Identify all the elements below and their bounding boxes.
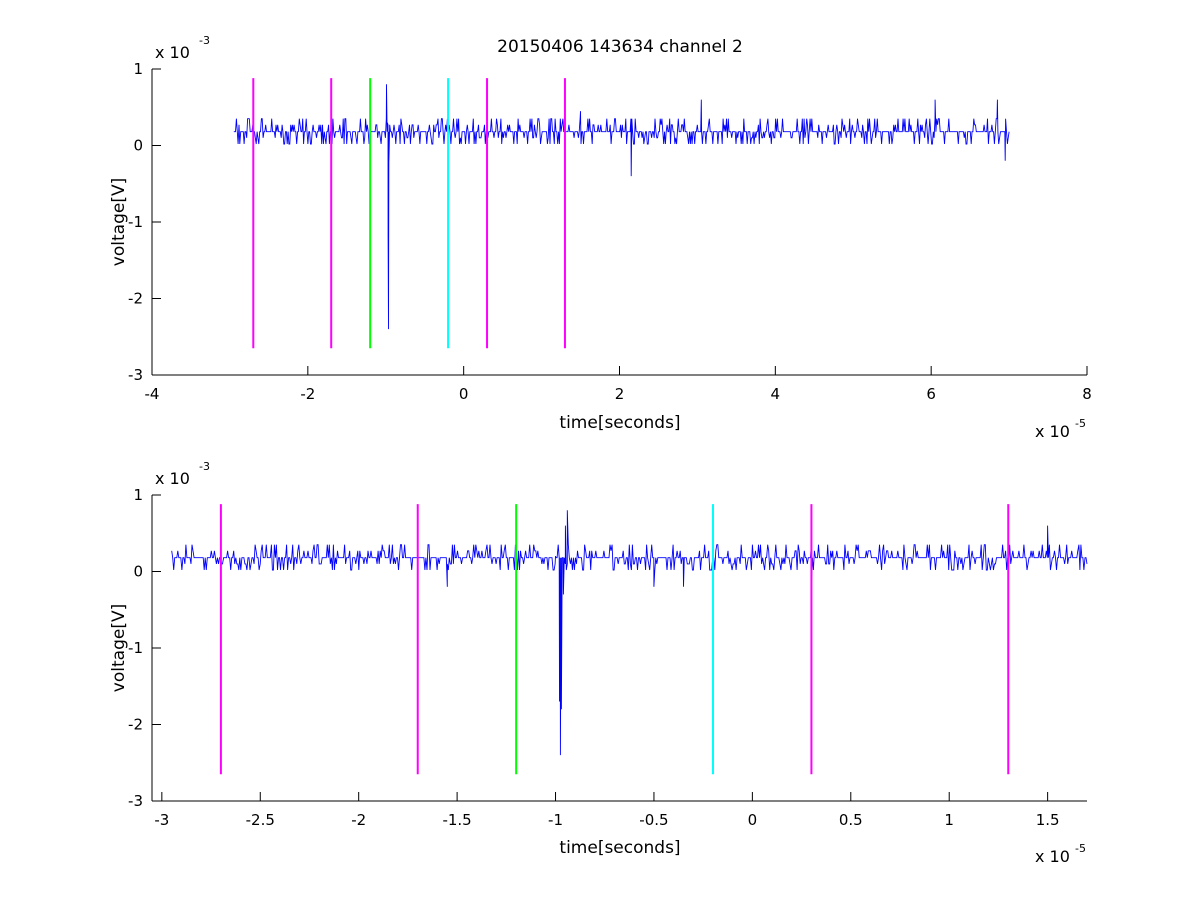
- y-scale-base: x 10: [155, 469, 190, 488]
- y-tick-label: 0: [133, 563, 143, 581]
- plot-area-top: -4 -2 0 2 4 6 8 -3 -2 -1 0 1: [128, 60, 1092, 403]
- x-tick-label: -4: [145, 385, 160, 403]
- plot-area-bottom: -3 -2.5 -2 -1.5 -1 -0.5 0 0.5 1 1.5 -3 -2 -1 0 1: [128, 486, 1088, 829]
- x-tick-label: -2: [300, 385, 315, 403]
- signal-series: [233, 84, 1010, 330]
- y-axis-label: voltage[V]: [109, 604, 129, 692]
- x-scale-base: x 10: [1035, 847, 1070, 866]
- chart-bottom: x 10 -3 -3 -2.5 -2 -1.5 -1 -0.5 0 0.5 1 1.5 -3 -2 -1…: [109, 460, 1088, 866]
- y-tick-label: 1: [133, 60, 143, 78]
- x-tick-label: 1.5: [1036, 811, 1060, 829]
- x-tick-label: 4: [771, 385, 781, 403]
- y-tick-label: -1: [128, 639, 143, 657]
- x-tick-label: 6: [926, 385, 936, 403]
- x-scale-factor: x 10 -5: [1035, 417, 1086, 441]
- y-tick-label: -2: [128, 290, 143, 308]
- x-tick-label: 2: [615, 385, 625, 403]
- x-tick-label: 0: [459, 385, 469, 403]
- x-axis-label: time[seconds]: [559, 413, 680, 433]
- x-tick-label: -0.5: [639, 811, 668, 829]
- x-tick-label: 0: [748, 811, 758, 829]
- y-scale-factor: x 10 -3: [155, 460, 210, 488]
- x-scale-exponent: -5: [1075, 417, 1086, 430]
- x-tick-label: -1: [548, 811, 563, 829]
- y-scale-exponent: -3: [199, 460, 210, 473]
- y-axis-label: voltage[V]: [109, 178, 129, 266]
- y-tick-label: -3: [128, 792, 143, 810]
- x-scale-base: x 10: [1035, 422, 1070, 441]
- x-scale-exponent: -5: [1075, 842, 1086, 855]
- y-scale-factor: x 10 -3: [155, 34, 210, 62]
- y-tick-label: 1: [133, 486, 143, 504]
- y-scale-exponent: -3: [199, 34, 210, 47]
- y-tick-label: 0: [133, 137, 143, 155]
- x-scale-factor: x 10 -5: [1035, 842, 1086, 866]
- x-tick-label: -2: [351, 811, 366, 829]
- chart-top: 20150406 143634 channel 2 x 10 -3 -4 -2 0 2…: [109, 34, 1092, 441]
- y-scale-base: x 10: [155, 43, 190, 62]
- x-axis-label: time[seconds]: [559, 838, 680, 858]
- x-tick-label: 0.5: [839, 811, 863, 829]
- x-tick-label: -3: [154, 811, 169, 829]
- x-tick-label: 8: [1082, 385, 1092, 403]
- x-tick-label: -1.5: [442, 811, 471, 829]
- signal-series: [171, 510, 1088, 756]
- x-tick-label: -2.5: [246, 811, 275, 829]
- x-tick-label: 1: [944, 811, 954, 829]
- y-tick-label: -2: [128, 716, 143, 734]
- chart-title: 20150406 143634 channel 2: [497, 37, 743, 57]
- y-tick-label: -3: [128, 366, 143, 384]
- y-tick-label: -1: [128, 213, 143, 231]
